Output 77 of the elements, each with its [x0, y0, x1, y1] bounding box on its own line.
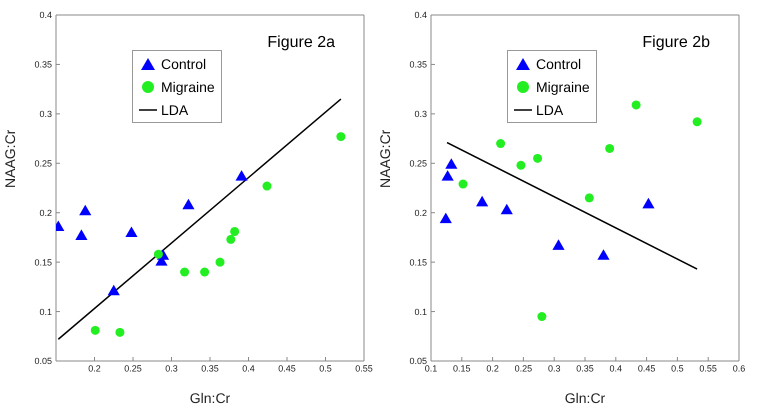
x-tick-label: 0.35: [201, 363, 219, 374]
legend-label: LDA: [536, 102, 564, 118]
point: [605, 144, 614, 153]
legend-label: Control: [161, 56, 206, 72]
y-tick-label: 0.2: [39, 208, 52, 218]
text: Figure 2b: [642, 34, 710, 52]
x-tick-label: 0.45: [638, 363, 656, 374]
point: [226, 234, 236, 244]
y-tick-label: 0.4: [414, 10, 427, 20]
y-axis-title: NAAG:Cr: [376, 129, 393, 188]
point: [597, 249, 610, 260]
x-axis-title: Gln:Cr: [190, 390, 231, 406]
text: Figure 2a: [267, 34, 335, 52]
y-tick-label: 0.4: [39, 10, 52, 20]
x-tick-label: 0.55: [355, 363, 373, 374]
point: [215, 258, 225, 267]
x-tick-label: 0.3: [548, 363, 560, 374]
x-tick-label: 0.55: [699, 363, 717, 374]
legend-label: Migraine: [161, 78, 215, 94]
point: [154, 250, 163, 259]
point: [642, 198, 655, 208]
point: [75, 229, 88, 240]
x-tick-label: 0.45: [278, 363, 296, 374]
point: [496, 139, 506, 148]
y-tick-label: 0.3: [414, 109, 427, 120]
x-tick-label: 0.5: [671, 363, 684, 374]
y-tick-label: 0.35: [34, 60, 52, 70]
point: [200, 268, 210, 277]
y-tick-label: 0.25: [34, 158, 52, 168]
y-tick-label: 0.15: [409, 257, 427, 268]
point: [115, 328, 124, 337]
y-tick-label: 0.3: [39, 109, 52, 120]
point: [230, 226, 240, 236]
legend-label: Migraine: [536, 78, 590, 94]
y-tick-label: 0.25: [409, 158, 427, 168]
x-tick-label: 0.4: [610, 363, 622, 374]
x-tick-label: 0.5: [319, 363, 332, 374]
legend-label: LDA: [161, 102, 188, 118]
y-tick-label: 0.05: [34, 356, 52, 366]
y-axis-title: NAAG:Cr: [2, 129, 18, 188]
point: [632, 100, 641, 110]
y-tick-label: 0.35: [409, 60, 427, 70]
y-tick-label: 0.1: [39, 306, 52, 317]
legend-label: Control: [536, 56, 582, 72]
x-tick-label: 0.25: [124, 363, 142, 374]
point: [584, 193, 594, 202]
x-tick-label: 0.6: [732, 363, 746, 374]
point: [500, 204, 513, 214]
y-tick-label: 0.2: [414, 208, 427, 218]
y-tick-label: 0.05: [409, 356, 427, 366]
x-axis-title: Gln:Cr: [564, 390, 606, 406]
point: [125, 226, 138, 237]
x-tick-label: 0.15: [453, 363, 471, 374]
point: [516, 160, 526, 170]
y-tick-label: 0.15: [34, 257, 52, 268]
point: [442, 170, 454, 181]
point: [458, 180, 468, 189]
x-tick-label: 0.2: [486, 363, 499, 374]
x-tick-label: 0.1: [424, 363, 438, 374]
x-tick-label: 0.25: [514, 363, 532, 374]
point: [476, 196, 488, 206]
point: [533, 154, 542, 163]
point: [90, 326, 100, 335]
point: [552, 239, 565, 250]
x-tick-label: 0.4: [242, 363, 255, 374]
point: [445, 158, 458, 169]
point: [235, 170, 248, 181]
point: [108, 284, 120, 296]
point: [182, 198, 195, 210]
y-tick-label: 0.1: [414, 306, 427, 317]
point: [440, 212, 452, 224]
x-tick-label: 0.2: [88, 363, 101, 374]
point: [692, 117, 702, 126]
x-tick-label: 0.35: [576, 363, 594, 374]
point: [180, 268, 190, 277]
point: [79, 204, 92, 216]
x-tick-label: 0.3: [165, 363, 178, 374]
